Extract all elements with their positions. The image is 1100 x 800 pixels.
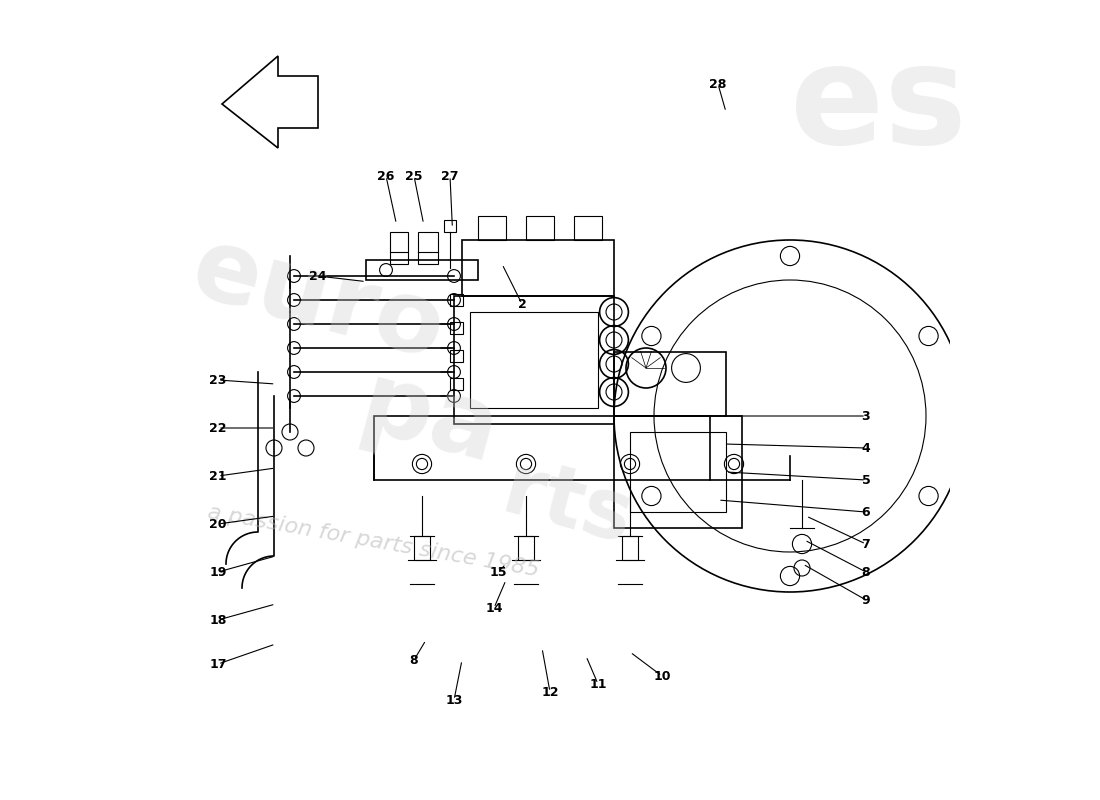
Text: 12: 12 (541, 686, 559, 698)
Bar (574, 216, 602, 240)
Text: 23: 23 (209, 374, 227, 386)
Text: 28: 28 (710, 78, 727, 90)
Text: 4: 4 (861, 442, 870, 454)
Bar (418, 232, 438, 264)
Bar (374, 416, 710, 480)
Bar (414, 536, 430, 560)
Text: 17: 17 (209, 658, 227, 670)
Text: 18: 18 (209, 614, 227, 626)
Text: 26: 26 (377, 170, 395, 182)
Text: 13: 13 (446, 694, 463, 706)
Text: euro: euro (182, 221, 455, 381)
Text: 25: 25 (405, 170, 422, 182)
Text: 15: 15 (490, 566, 507, 578)
Text: 24: 24 (309, 270, 327, 282)
Text: 2: 2 (518, 298, 527, 310)
Bar (526, 216, 554, 240)
Bar (462, 240, 614, 296)
Text: 5: 5 (861, 474, 870, 486)
Text: a passion for parts since 1985: a passion for parts since 1985 (206, 502, 541, 580)
Text: pa: pa (350, 355, 509, 485)
Text: 21: 21 (209, 470, 227, 482)
Bar (390, 232, 408, 264)
Text: 6: 6 (861, 506, 870, 518)
Text: 11: 11 (590, 678, 607, 690)
Text: 9: 9 (861, 594, 870, 606)
Bar (366, 260, 478, 280)
Bar (614, 416, 742, 528)
Bar (450, 378, 463, 390)
Bar (518, 536, 534, 560)
Text: 19: 19 (209, 566, 227, 578)
Text: es: es (790, 38, 967, 173)
Text: 8: 8 (409, 654, 418, 666)
Bar (470, 312, 598, 408)
Text: 3: 3 (861, 410, 870, 422)
Bar (444, 220, 455, 232)
Text: 27: 27 (441, 170, 459, 182)
Bar (630, 432, 726, 512)
Bar (454, 296, 614, 424)
Bar (614, 352, 726, 416)
Bar (450, 294, 463, 306)
Text: 8: 8 (861, 566, 870, 578)
Text: 20: 20 (209, 518, 227, 530)
Text: 7: 7 (861, 538, 870, 550)
Bar (478, 216, 506, 240)
Bar (621, 536, 638, 560)
Text: 22: 22 (209, 422, 227, 434)
Text: rts: rts (494, 449, 641, 561)
Text: 10: 10 (653, 670, 671, 682)
Bar (450, 322, 463, 334)
Text: 14: 14 (485, 602, 503, 614)
Bar (450, 350, 463, 362)
